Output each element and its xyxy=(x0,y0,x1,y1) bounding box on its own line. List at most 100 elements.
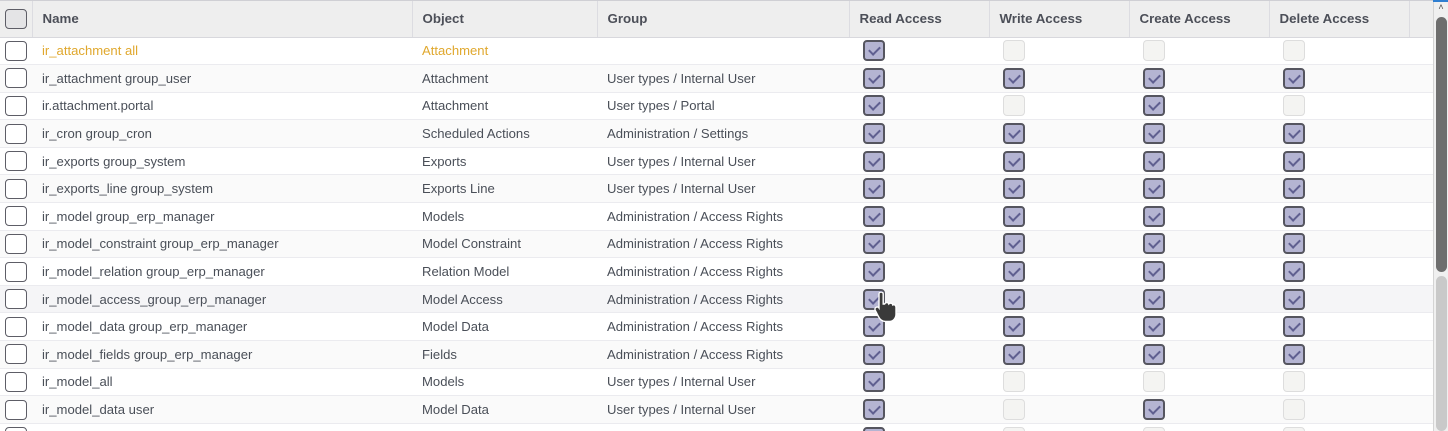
row-select-checkbox[interactable] xyxy=(5,316,27,337)
row-select-cell[interactable] xyxy=(0,368,32,397)
row-select-checkbox[interactable] xyxy=(5,289,27,310)
row-select-cell[interactable] xyxy=(0,285,32,314)
cell-write-access[interactable] xyxy=(989,395,1129,424)
read-access-checkbox[interactable] xyxy=(863,205,885,227)
create-access-checkbox[interactable] xyxy=(1143,150,1165,172)
create-access-checkbox[interactable] xyxy=(1143,233,1165,255)
row-select-checkbox[interactable] xyxy=(5,261,27,282)
cell-delete-access[interactable] xyxy=(1269,37,1409,66)
cell-read-access[interactable] xyxy=(849,64,989,93)
cell-create-access[interactable] xyxy=(1129,230,1269,259)
row-select-checkbox[interactable] xyxy=(5,68,27,89)
column-header-name[interactable]: Name xyxy=(32,1,413,38)
row-select-cell[interactable] xyxy=(0,340,32,369)
row-select-cell[interactable] xyxy=(0,230,32,259)
create-access-checkbox[interactable] xyxy=(1143,316,1165,338)
write-access-checkbox[interactable] xyxy=(1003,371,1025,393)
cell-read-access[interactable] xyxy=(849,368,989,397)
delete-access-checkbox[interactable] xyxy=(1283,371,1305,393)
create-access-checkbox[interactable] xyxy=(1143,205,1165,227)
write-access-checkbox[interactable] xyxy=(1003,261,1025,283)
row-select-checkbox[interactable] xyxy=(5,123,27,144)
cell-write-access[interactable] xyxy=(989,285,1129,314)
table-row[interactable]: ir_model_fields group_erp_manager Fields A… xyxy=(0,340,1433,369)
create-access-checkbox[interactable] xyxy=(1143,67,1165,89)
delete-access-checkbox[interactable] xyxy=(1283,288,1305,310)
cell-read-access[interactable] xyxy=(849,119,989,148)
cell-delete-access[interactable] xyxy=(1269,257,1409,286)
column-header-group[interactable]: Group xyxy=(597,1,850,38)
row-select-cell[interactable] xyxy=(0,202,32,231)
table-row[interactable]: ir_model_access_group_erp_manager Model A… xyxy=(0,285,1433,314)
cell-read-access[interactable] xyxy=(849,147,989,176)
table-row[interactable]: ir_model_all Models User types / Internal … xyxy=(0,368,1433,397)
read-access-checkbox[interactable] xyxy=(863,123,885,145)
write-access-checkbox[interactable] xyxy=(1003,288,1025,310)
delete-access-checkbox[interactable] xyxy=(1283,343,1305,365)
cell-create-access[interactable] xyxy=(1129,395,1269,424)
create-access-checkbox[interactable] xyxy=(1143,343,1165,365)
create-access-checkbox[interactable] xyxy=(1143,40,1165,62)
cell-create-access[interactable] xyxy=(1129,64,1269,93)
cell-write-access[interactable] xyxy=(989,64,1129,93)
cell-read-access[interactable] xyxy=(849,285,989,314)
row-select-cell[interactable] xyxy=(0,147,32,176)
row-select-cell[interactable] xyxy=(0,37,32,66)
table-row[interactable]: ir.attachment.portal Attachment User types… xyxy=(0,92,1433,121)
delete-access-checkbox[interactable] xyxy=(1283,316,1305,338)
delete-access-checkbox[interactable] xyxy=(1283,178,1305,200)
table-row[interactable]: ir_exports_line group_system Exports Line… xyxy=(0,174,1433,204)
read-access-checkbox[interactable] xyxy=(863,178,885,200)
create-access-checkbox[interactable] xyxy=(1143,123,1165,145)
read-access-checkbox[interactable] xyxy=(863,95,885,117)
delete-access-checkbox[interactable] xyxy=(1283,123,1305,145)
row-select-checkbox[interactable] xyxy=(5,344,27,365)
row-select-checkbox[interactable] xyxy=(5,233,27,254)
cell-delete-access[interactable] xyxy=(1269,395,1409,424)
cell-write-access[interactable] xyxy=(989,312,1129,342)
delete-access-checkbox[interactable] xyxy=(1283,426,1305,431)
read-access-checkbox[interactable] xyxy=(863,316,885,338)
create-access-checkbox[interactable] xyxy=(1143,178,1165,200)
select-all-header[interactable] xyxy=(0,1,33,38)
cell-delete-access[interactable] xyxy=(1269,174,1409,204)
delete-access-checkbox[interactable] xyxy=(1283,40,1305,62)
cell-write-access[interactable] xyxy=(989,423,1129,431)
cell-read-access[interactable] xyxy=(849,92,989,121)
row-select-cell[interactable] xyxy=(0,423,32,431)
cell-write-access[interactable] xyxy=(989,147,1129,176)
row-select-cell[interactable] xyxy=(0,119,32,148)
column-header-delete-access[interactable]: Delete Access xyxy=(1269,1,1410,38)
cell-read-access[interactable] xyxy=(849,395,989,424)
read-access-checkbox[interactable] xyxy=(863,426,885,431)
cell-delete-access[interactable] xyxy=(1269,423,1409,431)
cell-read-access[interactable] xyxy=(849,202,989,231)
cell-create-access[interactable] xyxy=(1129,174,1269,204)
cell-create-access[interactable] xyxy=(1129,147,1269,176)
read-access-checkbox[interactable] xyxy=(863,233,885,255)
read-access-checkbox[interactable] xyxy=(863,67,885,89)
row-select-checkbox[interactable] xyxy=(5,399,27,420)
create-access-checkbox[interactable] xyxy=(1143,426,1165,431)
write-access-checkbox[interactable] xyxy=(1003,67,1025,89)
cell-delete-access[interactable] xyxy=(1269,64,1409,93)
write-access-checkbox[interactable] xyxy=(1003,150,1025,172)
write-access-checkbox[interactable] xyxy=(1003,95,1025,117)
row-select-cell[interactable] xyxy=(0,174,32,204)
cell-create-access[interactable] xyxy=(1129,285,1269,314)
cell-delete-access[interactable] xyxy=(1269,368,1409,397)
cell-delete-access[interactable] xyxy=(1269,230,1409,259)
column-header-create-access[interactable]: Create Access xyxy=(1129,1,1270,38)
cell-delete-access[interactable] xyxy=(1269,312,1409,342)
cell-write-access[interactable] xyxy=(989,230,1129,259)
column-header-object[interactable]: Object xyxy=(412,1,598,38)
cell-create-access[interactable] xyxy=(1129,340,1269,369)
cell-delete-access[interactable] xyxy=(1269,340,1409,369)
table-row[interactable]: ir_model_data group_erp_manager Model Dat… xyxy=(0,312,1433,342)
write-access-checkbox[interactable] xyxy=(1003,399,1025,421)
write-access-checkbox[interactable] xyxy=(1003,178,1025,200)
scroll-up-arrow-icon[interactable]: ˄ xyxy=(1438,1,1444,12)
row-select-checkbox[interactable] xyxy=(5,371,27,392)
table-row[interactable]: ir_model_data user Model Data User types /… xyxy=(0,395,1433,424)
